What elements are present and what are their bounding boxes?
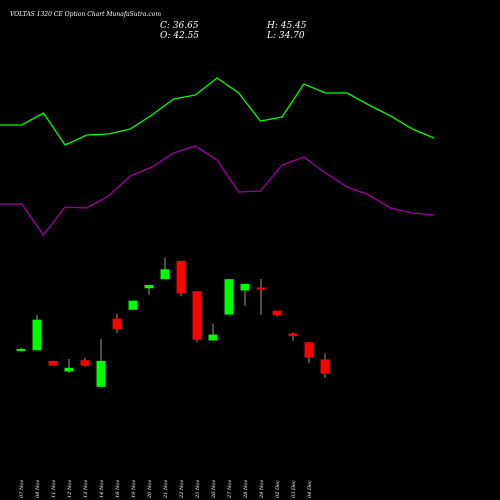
candle-bear — [256, 287, 266, 290]
x-tick-label: 20 Nov — [147, 480, 153, 499]
candle-bear — [48, 360, 58, 366]
x-tick-label: 13 Nov — [83, 480, 89, 498]
candle-bull — [16, 348, 26, 351]
x-tick-label: 04 Dec — [307, 480, 313, 498]
candle-bear — [80, 360, 90, 366]
x-tick-label: 14 Nov — [99, 480, 105, 498]
candle-bull — [128, 300, 138, 310]
x-tick-label: 12 Nov — [67, 480, 73, 498]
candle-bear — [176, 260, 186, 294]
candle-bull — [240, 283, 250, 291]
high-value: H: 45.45 — [266, 21, 307, 31]
candle-bear — [304, 342, 314, 358]
candle-bear — [320, 359, 330, 374]
x-tick-label: 19 Nov — [131, 480, 137, 498]
x-tick-label: 08 Nov — [35, 480, 41, 498]
candle-bull — [224, 279, 234, 315]
close-value: C: 36.65 — [160, 21, 199, 31]
low-value: L: 34.70 — [266, 31, 305, 41]
x-tick-label: 21 Nov — [163, 480, 169, 499]
candle-bear — [192, 291, 202, 340]
indicator-line-1 — [0, 77, 435, 146]
indicator-lines — [0, 77, 435, 237]
open-value: O: 42.55 — [160, 31, 199, 41]
x-tick-label: 18 Nov — [115, 480, 121, 498]
x-tick-label: 28 Nov — [243, 480, 249, 499]
x-tick-label: 22 Nov — [179, 480, 185, 499]
x-tick-label: 27 Nov — [227, 480, 233, 499]
candle-bear — [112, 318, 122, 330]
indicator-line-2 — [0, 145, 435, 237]
candle-bull — [144, 284, 154, 289]
candle-bear — [272, 310, 282, 316]
candle-bull — [64, 367, 74, 372]
candle-bull — [160, 269, 170, 280]
x-tick-label: 11 Nov — [51, 480, 57, 498]
candle-bull — [32, 319, 42, 351]
candle-bull — [96, 360, 106, 387]
candles — [16, 257, 330, 387]
x-tick-label: 02 Dec — [275, 480, 281, 498]
chart-title: VOLTAS 1320 CE Option Chart MunafaSutra.… — [10, 11, 161, 18]
x-tick-label: 29 Nov — [259, 480, 265, 499]
x-axis-ticks: 07 Nov 08 Nov 11 Nov 12 Nov 13 Nov 14 Nov 18 N… — [19, 480, 313, 499]
candle-bear — [288, 333, 298, 337]
x-tick-label: 26 Nov — [211, 480, 217, 499]
candle-bull — [208, 334, 218, 341]
x-tick-label: 03 Dec — [291, 480, 297, 498]
x-tick-label: 25 Nov — [195, 480, 201, 499]
x-tick-label: 07 Nov — [19, 480, 25, 498]
